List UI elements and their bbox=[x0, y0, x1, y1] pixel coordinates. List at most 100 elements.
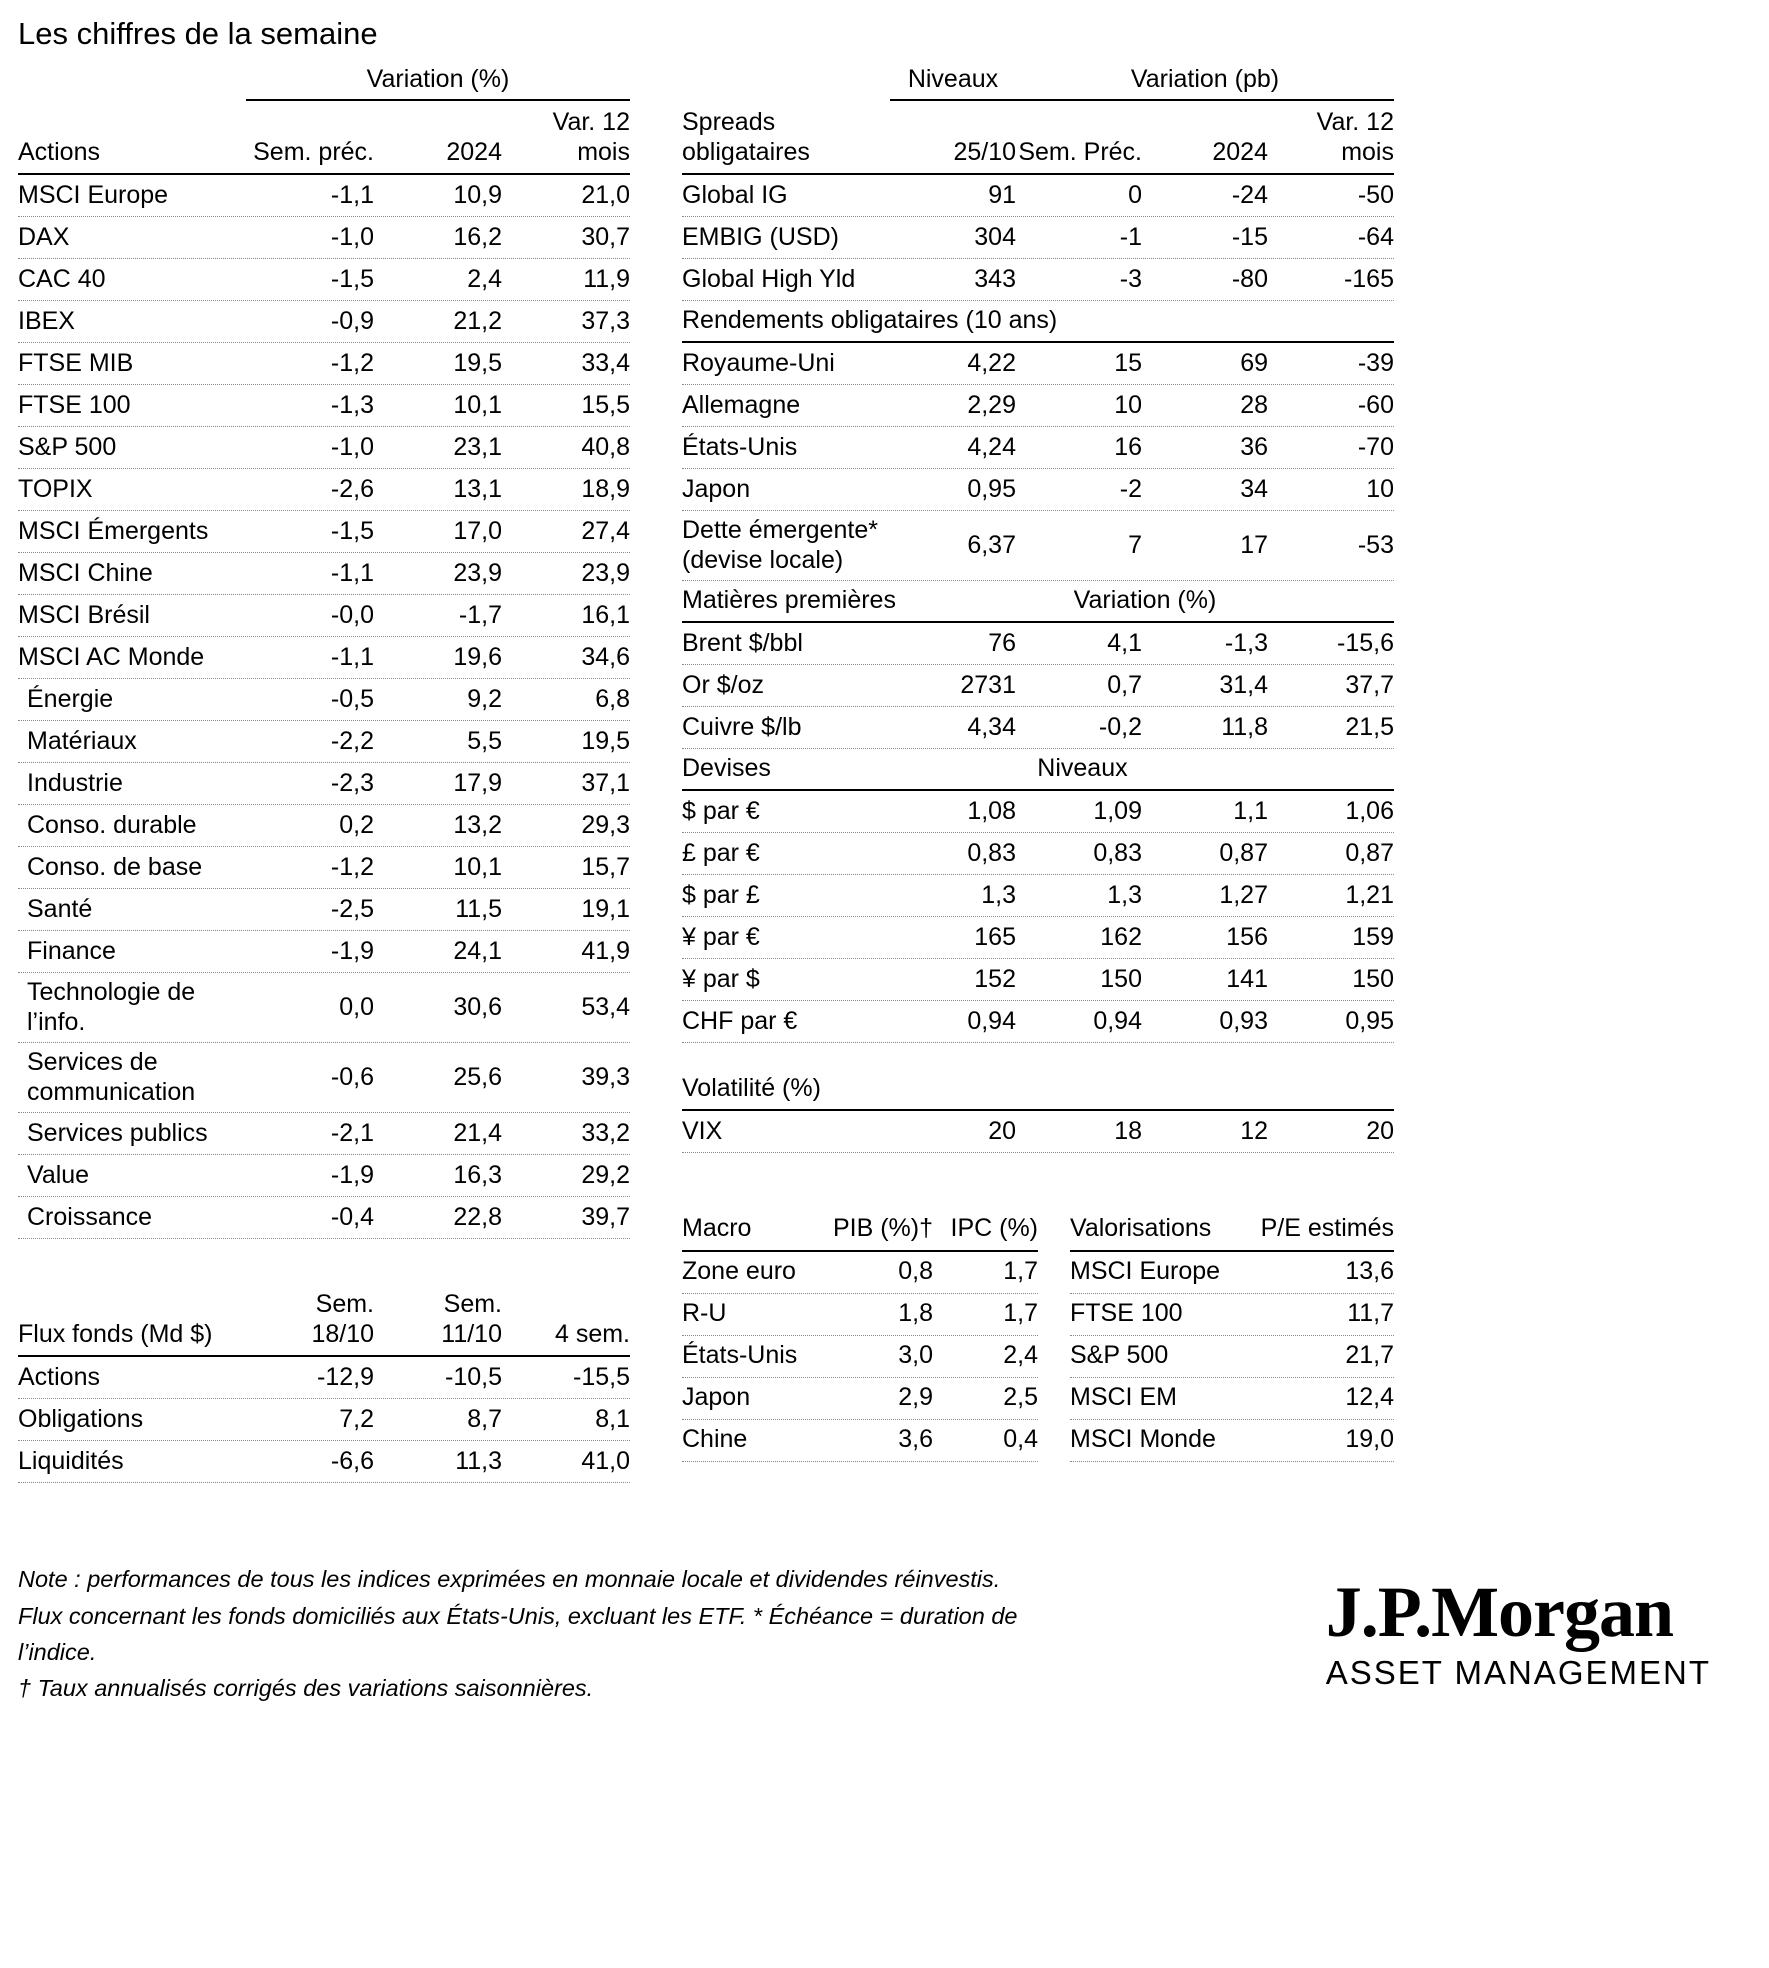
row-value: 4,22 bbox=[967, 348, 1016, 377]
section-title: Volatilité (%) bbox=[682, 1074, 821, 1103]
section-title: Devises bbox=[682, 754, 771, 783]
row-value: 10,1 bbox=[453, 852, 502, 881]
table-row: Royaume-Uni 4,22 15 69 -39 bbox=[682, 343, 1394, 386]
row-value: 27,4 bbox=[581, 516, 630, 545]
row-value: 16,2 bbox=[453, 222, 502, 251]
row-label: $ par £ bbox=[682, 880, 760, 909]
row-value: -1,5 bbox=[330, 264, 374, 293]
row-value: 1,7 bbox=[1003, 1299, 1038, 1328]
row-value: 13,6 bbox=[1345, 1257, 1394, 1286]
row-value: 141 bbox=[1226, 964, 1268, 993]
table-row: Liquidités -6,6 11,3 41,0 bbox=[18, 1441, 630, 1484]
row-value: 165 bbox=[974, 922, 1016, 951]
table-row: VIX 20 18 12 20 bbox=[682, 1111, 1394, 1154]
row-value: 343 bbox=[974, 264, 1016, 293]
row-value: 8,7 bbox=[467, 1404, 502, 1433]
row-label: R-U bbox=[682, 1299, 727, 1328]
row-value: 0,2 bbox=[339, 810, 374, 839]
row-value: 29,2 bbox=[581, 1160, 630, 1189]
table-row: FTSE 100 -1,3 10,1 15,5 bbox=[18, 385, 630, 428]
table-row: S&P 500 21,7 bbox=[1070, 1336, 1394, 1378]
macro-and-valuations: Macro PIB (%)† IPC (%) Zone euro 0,8 1,7… bbox=[682, 1209, 1394, 1462]
column-header-actions: Actions bbox=[18, 137, 100, 166]
row-value: 21,7 bbox=[1345, 1341, 1394, 1370]
row-value: 16,3 bbox=[453, 1160, 502, 1189]
row-value: 76 bbox=[988, 628, 1016, 657]
table-row: Chine 3,6 0,4 bbox=[682, 1420, 1038, 1462]
table-row: Santé -2,5 11,5 19,1 bbox=[18, 889, 630, 932]
row-value: 5,5 bbox=[467, 726, 502, 755]
column-header-gdp: PIB (%)† bbox=[832, 1214, 933, 1243]
column-header-var-12m: Var. 12 mois bbox=[1316, 108, 1394, 166]
column-header-cpi: IPC (%) bbox=[950, 1214, 1039, 1243]
row-value: -39 bbox=[1357, 348, 1394, 377]
row-label: Croissance bbox=[27, 1202, 153, 1231]
row-value: -0,4 bbox=[330, 1202, 374, 1231]
row-value: 17,0 bbox=[453, 516, 502, 545]
row-value: -165 bbox=[1343, 264, 1394, 293]
row-label: CAC 40 bbox=[18, 264, 106, 293]
row-label: TOPIX bbox=[18, 474, 93, 503]
row-value: 11,5 bbox=[455, 894, 502, 923]
table-row: MSCI Brésil -0,0 -1,7 16,1 bbox=[18, 595, 630, 638]
row-value: -10,5 bbox=[445, 1362, 502, 1391]
left-column: Variation (%) Actions Sem. préc. 2024 Va… bbox=[18, 63, 630, 1484]
row-value: -1,9 bbox=[330, 936, 374, 965]
row-label: Finance bbox=[27, 936, 116, 965]
row-value: 13,1 bbox=[453, 474, 502, 503]
row-value: 9,2 bbox=[467, 684, 502, 713]
row-value: 19,6 bbox=[453, 642, 502, 671]
row-value: -2,2 bbox=[330, 726, 374, 755]
row-label: MSCI Europe bbox=[1070, 1257, 1221, 1286]
table-row: Actions -12,9 -10,5 -15,5 bbox=[18, 1357, 630, 1400]
table-row: Services de communication -0,6 25,6 39,3 bbox=[18, 1043, 630, 1114]
row-value: 4,34 bbox=[967, 712, 1016, 741]
column-header-macro: Macro bbox=[682, 1214, 752, 1243]
row-label: MSCI EM bbox=[1070, 1383, 1177, 1412]
row-value: 1,08 bbox=[967, 796, 1016, 825]
table-row: ¥ par € 165 162 156 159 bbox=[682, 917, 1394, 960]
row-value: 3,6 bbox=[898, 1425, 933, 1454]
row-label: Royaume-Uni bbox=[682, 348, 835, 377]
row-value: -12,9 bbox=[317, 1362, 374, 1391]
row-label: FTSE MIB bbox=[18, 348, 134, 377]
row-label: Chine bbox=[682, 1425, 748, 1454]
row-label: Conso. durable bbox=[27, 810, 197, 839]
row-label: Conso. de base bbox=[27, 852, 203, 881]
row-value: 1,3 bbox=[1107, 880, 1142, 909]
table-row: Allemagne 2,29 10 28 -60 bbox=[682, 385, 1394, 428]
row-value: -1,3 bbox=[330, 390, 374, 419]
row-value: -53 bbox=[1357, 530, 1394, 559]
table-row: $ par € 1,08 1,09 1,1 1,06 bbox=[682, 791, 1394, 834]
row-value: 21,5 bbox=[1345, 712, 1394, 741]
row-value: 0,0 bbox=[339, 992, 374, 1021]
footnote-line: † Taux annualisés corrigés des variation… bbox=[18, 1675, 594, 1702]
footnote-line: Note : performances de tous les indices … bbox=[18, 1566, 1001, 1593]
row-value: 11,8 bbox=[1221, 712, 1268, 741]
row-value: -1 bbox=[1119, 222, 1142, 251]
page-footer: Note : performances de tous les indices … bbox=[18, 1561, 1717, 1707]
table-row: États-Unis 3,0 2,4 bbox=[682, 1336, 1038, 1378]
footnote-line: Flux concernant les fonds domiciliés aux… bbox=[18, 1602, 1018, 1665]
row-value: 36 bbox=[1240, 432, 1268, 461]
row-value: 159 bbox=[1352, 922, 1394, 951]
spreads-header-row: Spreads obligataires 25/10 Sem. Préc. 20… bbox=[682, 103, 1394, 176]
row-label: S&P 500 bbox=[18, 432, 117, 461]
row-label: Or $/oz bbox=[682, 670, 764, 699]
row-value: 12,4 bbox=[1345, 1383, 1394, 1412]
row-value: 2,4 bbox=[1003, 1341, 1038, 1370]
row-value: 13,2 bbox=[453, 810, 502, 839]
row-label: S&P 500 bbox=[1070, 1341, 1169, 1370]
row-value: -0,5 bbox=[330, 684, 374, 713]
table-row: FTSE MIB -1,2 19,5 33,4 bbox=[18, 343, 630, 386]
row-label: Allemagne bbox=[682, 390, 801, 419]
row-value: -1,2 bbox=[330, 852, 374, 881]
row-label: Liquidités bbox=[18, 1446, 124, 1475]
column-header-prev-week: Sem. préc. bbox=[253, 137, 374, 166]
row-value: 19,0 bbox=[1345, 1425, 1394, 1454]
row-value: 34 bbox=[1240, 474, 1268, 503]
row-value: 20 bbox=[988, 1116, 1016, 1145]
row-value: 4,24 bbox=[967, 432, 1016, 461]
row-value: 10,9 bbox=[453, 180, 502, 209]
row-value: 39,3 bbox=[581, 1062, 630, 1091]
